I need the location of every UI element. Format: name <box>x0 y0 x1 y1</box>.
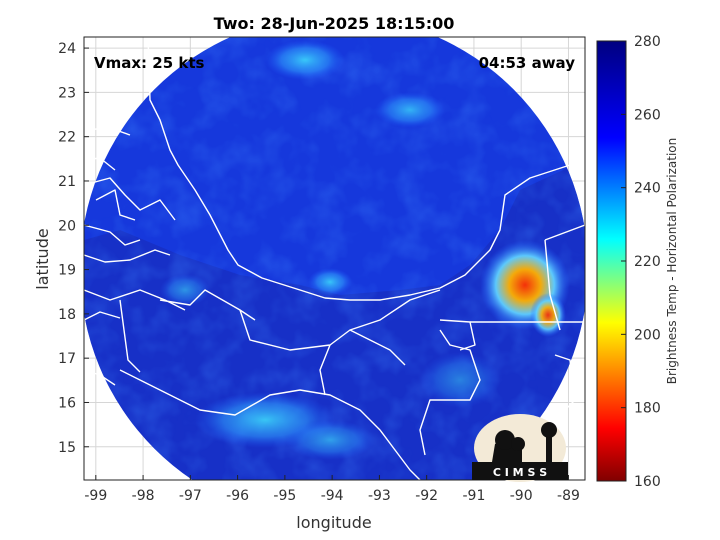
y-tick-label: 18 <box>58 307 76 323</box>
colorbar-tick-label: 260 <box>634 107 661 123</box>
colorbar-ticks: 280 260 240 220 200 180 160 <box>621 34 661 490</box>
colorbar-tick-label: 200 <box>634 327 661 343</box>
plot-frame <box>83 36 586 481</box>
colorbar-tick-label: 240 <box>634 181 661 197</box>
colorbar-tick-label: 160 <box>634 474 661 490</box>
y-axis-ticks: 15 16 17 18 19 20 21 22 23 24 <box>58 41 89 456</box>
x-tick-label: -94 <box>321 488 344 504</box>
cimss-logo: C I M S S <box>472 414 568 482</box>
x-tick-label: -92 <box>415 488 438 504</box>
colorbar-tick-label: 180 <box>634 401 661 417</box>
x-tick-label: -90 <box>510 488 533 504</box>
plot-area: -99 -98 -97 -96 -95 -94 -93 -92 -91 -90 -89 15 16 17… <box>58 36 586 504</box>
coastlines-borders <box>84 37 585 480</box>
y-axis-label: latitude <box>33 228 52 289</box>
y-tick-label: 17 <box>58 351 76 367</box>
x-tick-label: -96 <box>226 488 249 504</box>
y-tick-label: 21 <box>58 174 76 190</box>
x-tick-label: -91 <box>462 488 485 504</box>
x-tick-label: -97 <box>179 488 202 504</box>
x-tick-label: -98 <box>132 488 155 504</box>
x-axis-ticks: -99 -98 -97 -96 -95 -94 -93 -92 -91 -90 -89 <box>84 475 580 504</box>
brightness-temp-swath <box>84 37 585 480</box>
y-tick-label: 15 <box>58 440 76 456</box>
colorbar-tick-label: 220 <box>634 254 661 270</box>
y-tick-label: 24 <box>58 41 76 57</box>
y-tick-label: 23 <box>58 85 76 101</box>
colorbar: 280 260 240 220 200 180 160 Brightness Temp - … <box>596 34 679 490</box>
colorbar-label: Brightness Temp - Horizontal Polarizatio… <box>665 138 679 385</box>
figure-title: Two: 28-Jun-2025 18:15:00 <box>214 14 455 33</box>
x-tick-label: -95 <box>273 488 296 504</box>
x-tick-label: -99 <box>84 488 107 504</box>
vmax-annotation: Vmax: 25 kts <box>94 54 204 72</box>
eta-annotation: 04:53 away <box>479 54 576 72</box>
x-axis-label: longitude <box>296 513 371 532</box>
colorbar-tick-label: 280 <box>634 34 661 50</box>
cimss-logo-text: C I M S S <box>493 466 547 479</box>
y-tick-label: 20 <box>58 218 76 234</box>
y-tick-label: 16 <box>58 395 76 411</box>
x-tick-label: -93 <box>368 488 391 504</box>
y-tick-label: 19 <box>58 263 76 279</box>
y-tick-label: 22 <box>58 130 76 146</box>
x-tick-label: -89 <box>557 488 580 504</box>
